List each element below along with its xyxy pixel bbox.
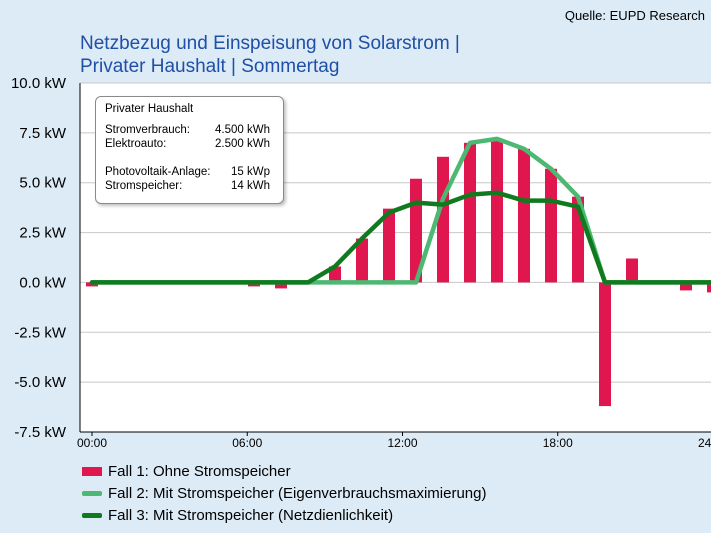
bar-fall-1 — [275, 282, 287, 289]
legend-swatch-line — [82, 490, 102, 496]
info-row-consumption: Stromverbrauch: 4.500 kWh — [105, 124, 270, 136]
info-label: Stromverbrauch: — [105, 124, 191, 136]
source-label: Quelle: EUPD Research — [564, 8, 705, 23]
legend-label: Fall 3: Mit Stromspeicher (Netzdienlichk… — [108, 506, 394, 524]
bar-fall-1 — [680, 282, 692, 291]
y-tick-label: 7.5 kW — [19, 125, 67, 142]
chart-title-line-2: Privater Haushalt | Sommertag — [80, 56, 340, 77]
info-label: Photovoltaik-Anlage: — [105, 166, 211, 178]
legend-item-fall-1: Fall 1: Ohne Stromspeicher — [82, 460, 486, 482]
info-box: Privater Haushalt Stromverbrauch: 4.500 … — [95, 96, 284, 204]
legend-label: Fall 2: Mit Stromspeicher (Eigenverbrauc… — [108, 484, 487, 502]
bar-fall-1 — [707, 282, 711, 293]
legend-item-fall-3: Fall 3: Mit Stromspeicher (Netzdienlichk… — [82, 504, 486, 526]
info-row-pv: Photovoltaik-Anlage: 15 kWp — [105, 166, 270, 178]
info-row-ev: Elektroauto: 2.500 kWh — [105, 138, 270, 150]
bar-fall-1 — [383, 208, 395, 283]
legend-swatch-line — [82, 512, 102, 518]
bar-fall-1 — [626, 258, 638, 283]
info-label: Stromspeicher: — [105, 180, 183, 192]
bar-fall-1 — [437, 156, 449, 283]
y-tick-label: -7.5 kW — [14, 424, 67, 441]
info-value: 15 kWp — [231, 166, 270, 178]
x-tick-label: 18:00 — [543, 436, 573, 450]
y-tick-label: 0.0 kW — [19, 274, 67, 291]
y-tick-label: -2.5 kW — [14, 324, 67, 341]
chart-title: Netzbezug und Einspeisung von Solarstrom… — [80, 32, 460, 78]
info-value: 2.500 kWh — [215, 138, 270, 150]
line-fall-3 — [89, 190, 711, 285]
bar-fall-1 — [491, 138, 503, 283]
legend-swatch-bar — [82, 466, 102, 476]
bar-fall-1 — [518, 148, 530, 283]
x-tick-label: 24:00 — [698, 436, 711, 450]
info-value: 14 kWh — [231, 180, 270, 192]
info-value: 4.500 kWh — [215, 124, 270, 136]
bar-fall-1 — [545, 168, 557, 283]
info-label: Elektroauto: — [105, 138, 167, 150]
y-tick-label: 5.0 kW — [19, 175, 67, 192]
info-box-title: Privater Haushalt — [105, 103, 194, 115]
bar-fall-1 — [599, 282, 611, 407]
legend-item-fall-2: Fall 2: Mit Stromspeicher (Eigenverbrauc… — [82, 482, 486, 504]
x-tick-label: 06:00 — [232, 436, 262, 450]
info-row-storage: Stromspeicher: 14 kWh — [105, 180, 270, 192]
y-tick-label: 10.0 kW — [11, 75, 67, 92]
legend-label: Fall 1: Ohne Stromspeicher — [108, 462, 291, 480]
bar-fall-1 — [356, 238, 368, 283]
legend: Fall 1: Ohne Stromspeicher Fall 2: Mit S… — [82, 460, 486, 526]
x-tick-label: 12:00 — [387, 436, 417, 450]
x-tick-label: 00:00 — [77, 436, 107, 450]
bar-fall-1 — [464, 142, 476, 283]
y-tick-label: 2.5 kW — [19, 225, 67, 242]
chart-title-line-1: Netzbezug und Einspeisung von Solarstrom… — [80, 33, 460, 54]
y-tick-label: -5.0 kW — [14, 374, 67, 391]
